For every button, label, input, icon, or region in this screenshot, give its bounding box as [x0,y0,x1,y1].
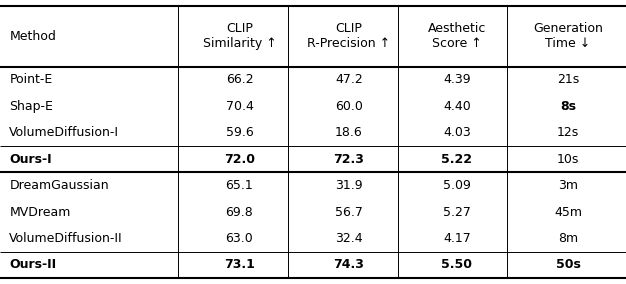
Text: CLIP
Similarity ↑: CLIP Similarity ↑ [203,22,276,50]
Text: Method: Method [9,30,56,43]
Text: 8m: 8m [558,232,578,245]
Text: Point-E: Point-E [9,74,53,86]
Text: 50s: 50s [556,258,580,271]
Text: 47.2: 47.2 [335,74,363,86]
Text: 12s: 12s [557,126,579,139]
Text: 21s: 21s [557,74,579,86]
Text: 32.4: 32.4 [335,232,363,245]
Text: 45m: 45m [554,206,582,218]
Text: MVDream: MVDream [9,206,71,218]
Text: 5.50: 5.50 [441,258,473,271]
Text: 74.3: 74.3 [334,258,364,271]
Text: 4.40: 4.40 [443,100,471,113]
Text: 4.03: 4.03 [443,126,471,139]
Text: 18.6: 18.6 [335,126,363,139]
Text: 8s: 8s [560,100,576,113]
Text: 56.7: 56.7 [335,206,363,218]
Text: VolumeDiffusion-II: VolumeDiffusion-II [9,232,123,245]
Text: 4.17: 4.17 [443,232,471,245]
Text: CLIP
R-Precision ↑: CLIP R-Precision ↑ [307,22,391,50]
Text: 31.9: 31.9 [335,179,363,192]
Text: 72.3: 72.3 [334,153,364,166]
Text: 4.39: 4.39 [443,74,471,86]
Text: 73.1: 73.1 [224,258,255,271]
Text: 5.22: 5.22 [441,153,473,166]
Text: Ours-II: Ours-II [9,258,56,271]
Text: 69.8: 69.8 [225,206,254,218]
Text: VolumeDiffusion-I: VolumeDiffusion-I [9,126,120,139]
Text: 3m: 3m [558,179,578,192]
Text: Shap-E: Shap-E [9,100,53,113]
Text: DreamGaussian: DreamGaussian [9,179,109,192]
Text: 72.0: 72.0 [224,153,255,166]
Text: 63.0: 63.0 [225,232,254,245]
Text: 66.2: 66.2 [225,74,254,86]
Text: Ours-I: Ours-I [9,153,52,166]
Text: 10s: 10s [557,153,579,166]
Text: 65.1: 65.1 [225,179,254,192]
Text: Aesthetic
Score ↑: Aesthetic Score ↑ [428,22,486,50]
Text: 70.4: 70.4 [225,100,254,113]
Text: 5.09: 5.09 [443,179,471,192]
Text: Generation
Time ↓: Generation Time ↓ [533,22,603,50]
Text: 60.0: 60.0 [335,100,363,113]
Text: 5.27: 5.27 [443,206,471,218]
Text: 59.6: 59.6 [225,126,254,139]
